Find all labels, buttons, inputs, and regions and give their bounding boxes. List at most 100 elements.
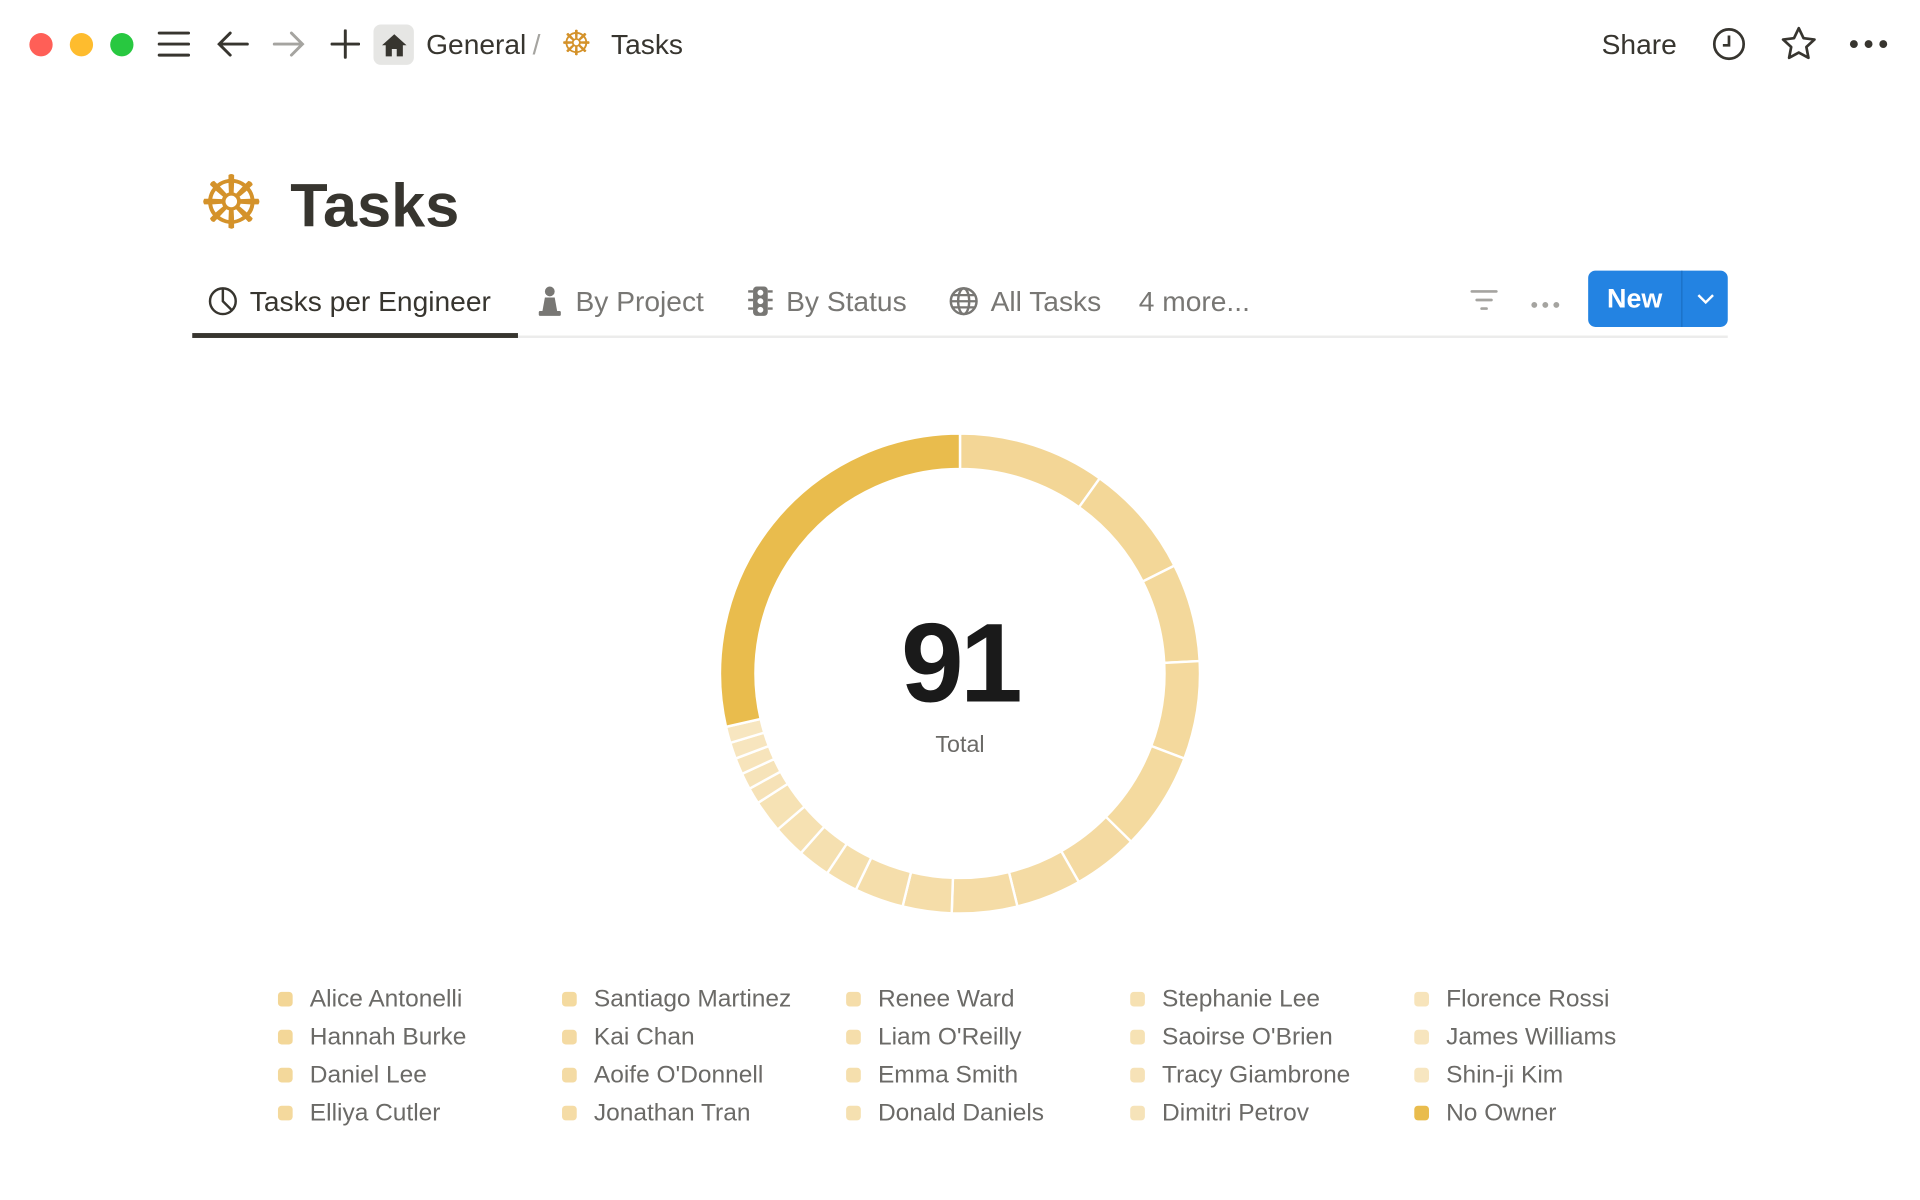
legend-label: Aoife O'Donnell xyxy=(593,1061,764,1088)
legend-item[interactable]: Florence Rossi xyxy=(1414,984,1609,1013)
donut-segment-no-owner[interactable] xyxy=(718,432,962,729)
legend-item[interactable]: Stephanie Lee xyxy=(1130,984,1320,1013)
donut-segment-elliya-cutler[interactable] xyxy=(1149,659,1202,761)
globe-icon xyxy=(949,287,978,316)
tab-all-tasks[interactable]: All Tasks xyxy=(949,279,1101,323)
tab-label: All Tasks xyxy=(990,284,1102,317)
traffic-light-icon xyxy=(748,286,773,316)
legend-label: James Williams xyxy=(1446,1023,1617,1051)
legend-item[interactable]: Emma Smith xyxy=(846,1060,1018,1089)
legend-item[interactable]: Alice Antonelli xyxy=(277,984,463,1013)
favorite-star-icon[interactable] xyxy=(1779,24,1818,63)
home-icon[interactable] xyxy=(373,24,414,65)
back-arrow-icon[interactable] xyxy=(213,24,252,63)
zoom-window-button[interactable] xyxy=(110,33,134,57)
legend-swatch xyxy=(1414,991,1429,1007)
legend-item[interactable]: Jonathan Tran xyxy=(562,1098,750,1127)
donut-segment-daniel-lee[interactable] xyxy=(1141,563,1201,665)
legend-label: Daniel Lee xyxy=(309,1061,427,1088)
legend-label: Saoirse O'Brien xyxy=(1162,1023,1333,1051)
legend-label: Shin-ji Kim xyxy=(1446,1061,1564,1088)
view-options-icon[interactable] xyxy=(1531,294,1560,316)
legend-swatch xyxy=(562,991,577,1007)
breadcrumb-tasks[interactable]: Tasks xyxy=(611,28,684,61)
legend-swatch xyxy=(1414,1067,1429,1083)
legend-item[interactable]: Shin-ji Kim xyxy=(1414,1060,1563,1089)
tab-tasks-per-engineer[interactable]: Tasks per Engineer xyxy=(208,279,491,323)
legend-label: Donald Daniels xyxy=(877,1098,1045,1126)
legend-label: Elliya Cutler xyxy=(309,1098,441,1126)
close-window-button[interactable] xyxy=(29,33,53,57)
tab-by-status[interactable]: By Status xyxy=(747,279,907,323)
legend-item[interactable]: Hannah Burke xyxy=(277,1022,467,1051)
ship-wheel-icon: ☸ xyxy=(560,24,592,63)
tab-label: By Status xyxy=(786,284,907,317)
legend-swatch xyxy=(277,1105,293,1121)
legend-swatch xyxy=(1414,1105,1429,1121)
legend-label: Dimitri Petrov xyxy=(1162,1098,1309,1126)
legend-swatch xyxy=(1130,1029,1145,1045)
legend-label: Tracy Giambrone xyxy=(1162,1061,1351,1088)
legend-item[interactable]: Elliya Cutler xyxy=(277,1098,441,1127)
chess-pawn-icon xyxy=(538,286,561,316)
new-button[interactable]: New xyxy=(1606,282,1663,314)
page-title: Tasks xyxy=(290,171,460,241)
donut-segment-alice-antonelli[interactable] xyxy=(958,432,1102,509)
donut-segment-jonathan-tran[interactable] xyxy=(950,870,1019,915)
legend-swatch xyxy=(846,1029,861,1045)
active-tab-indicator xyxy=(192,333,518,338)
legend-item[interactable]: No Owner xyxy=(1414,1098,1556,1127)
legend-swatch xyxy=(277,1067,293,1083)
breadcrumb-general[interactable]: General xyxy=(426,28,527,61)
legend-label: Stephanie Lee xyxy=(1162,985,1321,1013)
legend-label: Santiago Martinez xyxy=(593,985,792,1013)
donut-total-value: 91 xyxy=(901,601,1023,727)
legend-label: Kai Chan xyxy=(593,1023,695,1051)
share-button[interactable]: Share xyxy=(1601,28,1677,61)
legend-swatch xyxy=(277,1029,293,1045)
more-options-icon[interactable] xyxy=(1849,24,1888,63)
tab-more-views[interactable]: 4 more... xyxy=(1139,279,1250,323)
legend-label: Jonathan Tran xyxy=(593,1098,751,1126)
legend-swatch xyxy=(1130,1067,1145,1083)
tab-label: 4 more... xyxy=(1138,284,1250,317)
legend-swatch xyxy=(846,991,861,1007)
legend-label: Hannah Burke xyxy=(309,1023,467,1051)
tabs-divider xyxy=(192,335,1728,338)
tab-by-project[interactable]: By Project xyxy=(536,279,704,323)
donut-center-label: Total xyxy=(935,732,985,758)
legend-item[interactable]: Donald Daniels xyxy=(846,1098,1044,1127)
legend-swatch xyxy=(1130,1105,1145,1121)
new-dropdown-chevron-icon[interactable] xyxy=(1682,293,1727,304)
legend-item[interactable]: Santiago Martinez xyxy=(562,984,791,1013)
breadcrumb-separator: / xyxy=(532,28,541,61)
legend-item[interactable]: Kai Chan xyxy=(562,1022,695,1051)
filter-icon[interactable] xyxy=(1469,287,1498,320)
donut-chart xyxy=(718,432,1202,915)
legend-label: No Owner xyxy=(1446,1098,1557,1126)
legend-item[interactable]: Saoirse O'Brien xyxy=(1130,1022,1333,1051)
page-ship-wheel-icon: ☸ xyxy=(198,161,265,244)
legend-swatch xyxy=(562,1029,577,1045)
legend-swatch xyxy=(846,1067,861,1083)
legend-swatch xyxy=(562,1105,577,1121)
sidebar-menu-icon[interactable] xyxy=(154,24,193,63)
legend-swatch xyxy=(277,991,293,1007)
legend-item[interactable]: Tracy Giambrone xyxy=(1130,1060,1350,1089)
legend-item[interactable]: Dimitri Petrov xyxy=(1130,1098,1309,1127)
history-clock-icon[interactable] xyxy=(1709,24,1748,63)
minimize-window-button[interactable] xyxy=(69,33,94,57)
new-button-group: New xyxy=(1588,270,1728,327)
legend-label: Florence Rossi xyxy=(1446,985,1610,1013)
new-page-plus-icon[interactable] xyxy=(326,24,365,63)
legend-label: Alice Antonelli xyxy=(309,985,463,1013)
donut-segment-hannah-burke[interactable] xyxy=(1077,476,1177,584)
legend-item[interactable]: Liam O'Reilly xyxy=(846,1022,1021,1051)
legend-label: Emma Smith xyxy=(877,1061,1019,1088)
legend-item[interactable]: James Williams xyxy=(1414,1022,1616,1051)
legend-item[interactable]: Aoife O'Donnell xyxy=(562,1060,763,1089)
legend-item[interactable]: Renee Ward xyxy=(846,984,1015,1013)
legend-item[interactable]: Daniel Lee xyxy=(277,1060,427,1089)
forward-arrow-icon[interactable] xyxy=(269,24,308,63)
